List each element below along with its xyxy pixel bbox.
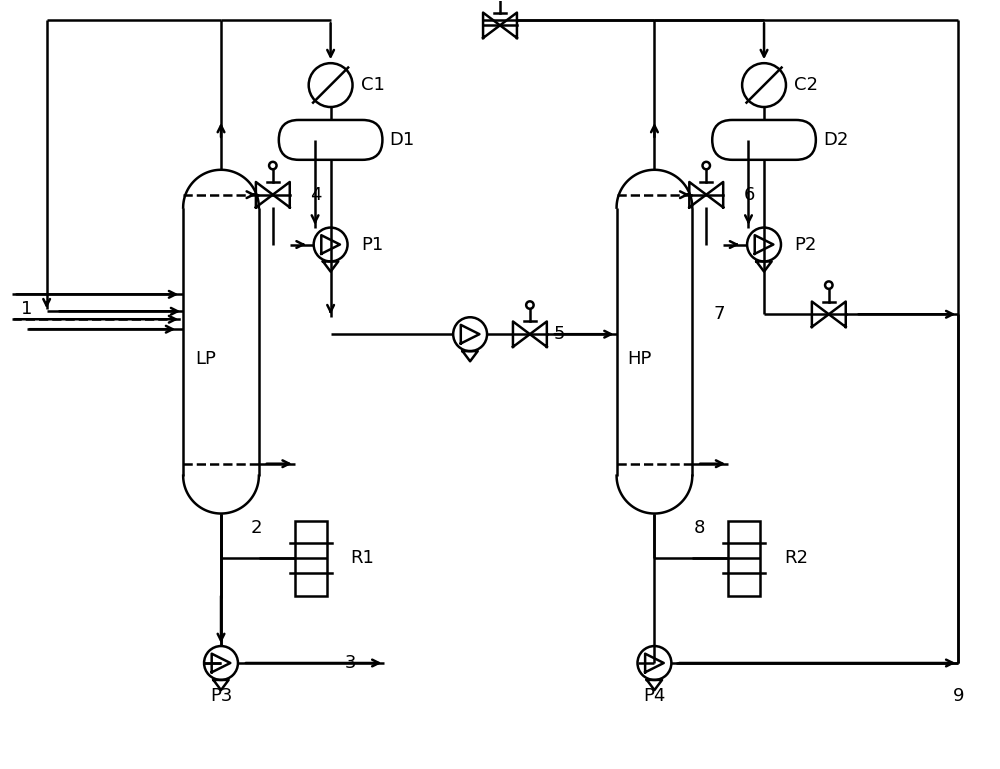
Bar: [295, 521, 327, 596]
Text: 1: 1: [21, 300, 32, 318]
Text: D2: D2: [823, 131, 848, 149]
Text: P1: P1: [361, 235, 384, 254]
Text: 5: 5: [554, 325, 566, 343]
Text: C2: C2: [794, 76, 818, 94]
Text: 2: 2: [250, 520, 262, 538]
Text: D1: D1: [390, 131, 415, 149]
Text: C1: C1: [361, 76, 384, 94]
Bar: [728, 521, 760, 596]
Text: 9: 9: [953, 687, 964, 705]
Text: 7: 7: [713, 305, 725, 323]
Text: R2: R2: [784, 549, 808, 568]
Text: 6: 6: [743, 185, 755, 204]
FancyBboxPatch shape: [279, 120, 382, 160]
Text: R1: R1: [351, 549, 374, 568]
Text: 4: 4: [310, 185, 321, 204]
FancyBboxPatch shape: [712, 120, 816, 160]
Text: LP: LP: [196, 350, 217, 368]
Text: P2: P2: [795, 235, 817, 254]
Text: 3: 3: [345, 654, 356, 672]
Text: 8: 8: [694, 520, 705, 538]
Text: P3: P3: [210, 687, 232, 705]
Text: P4: P4: [643, 687, 666, 705]
Text: HP: HP: [627, 350, 652, 368]
